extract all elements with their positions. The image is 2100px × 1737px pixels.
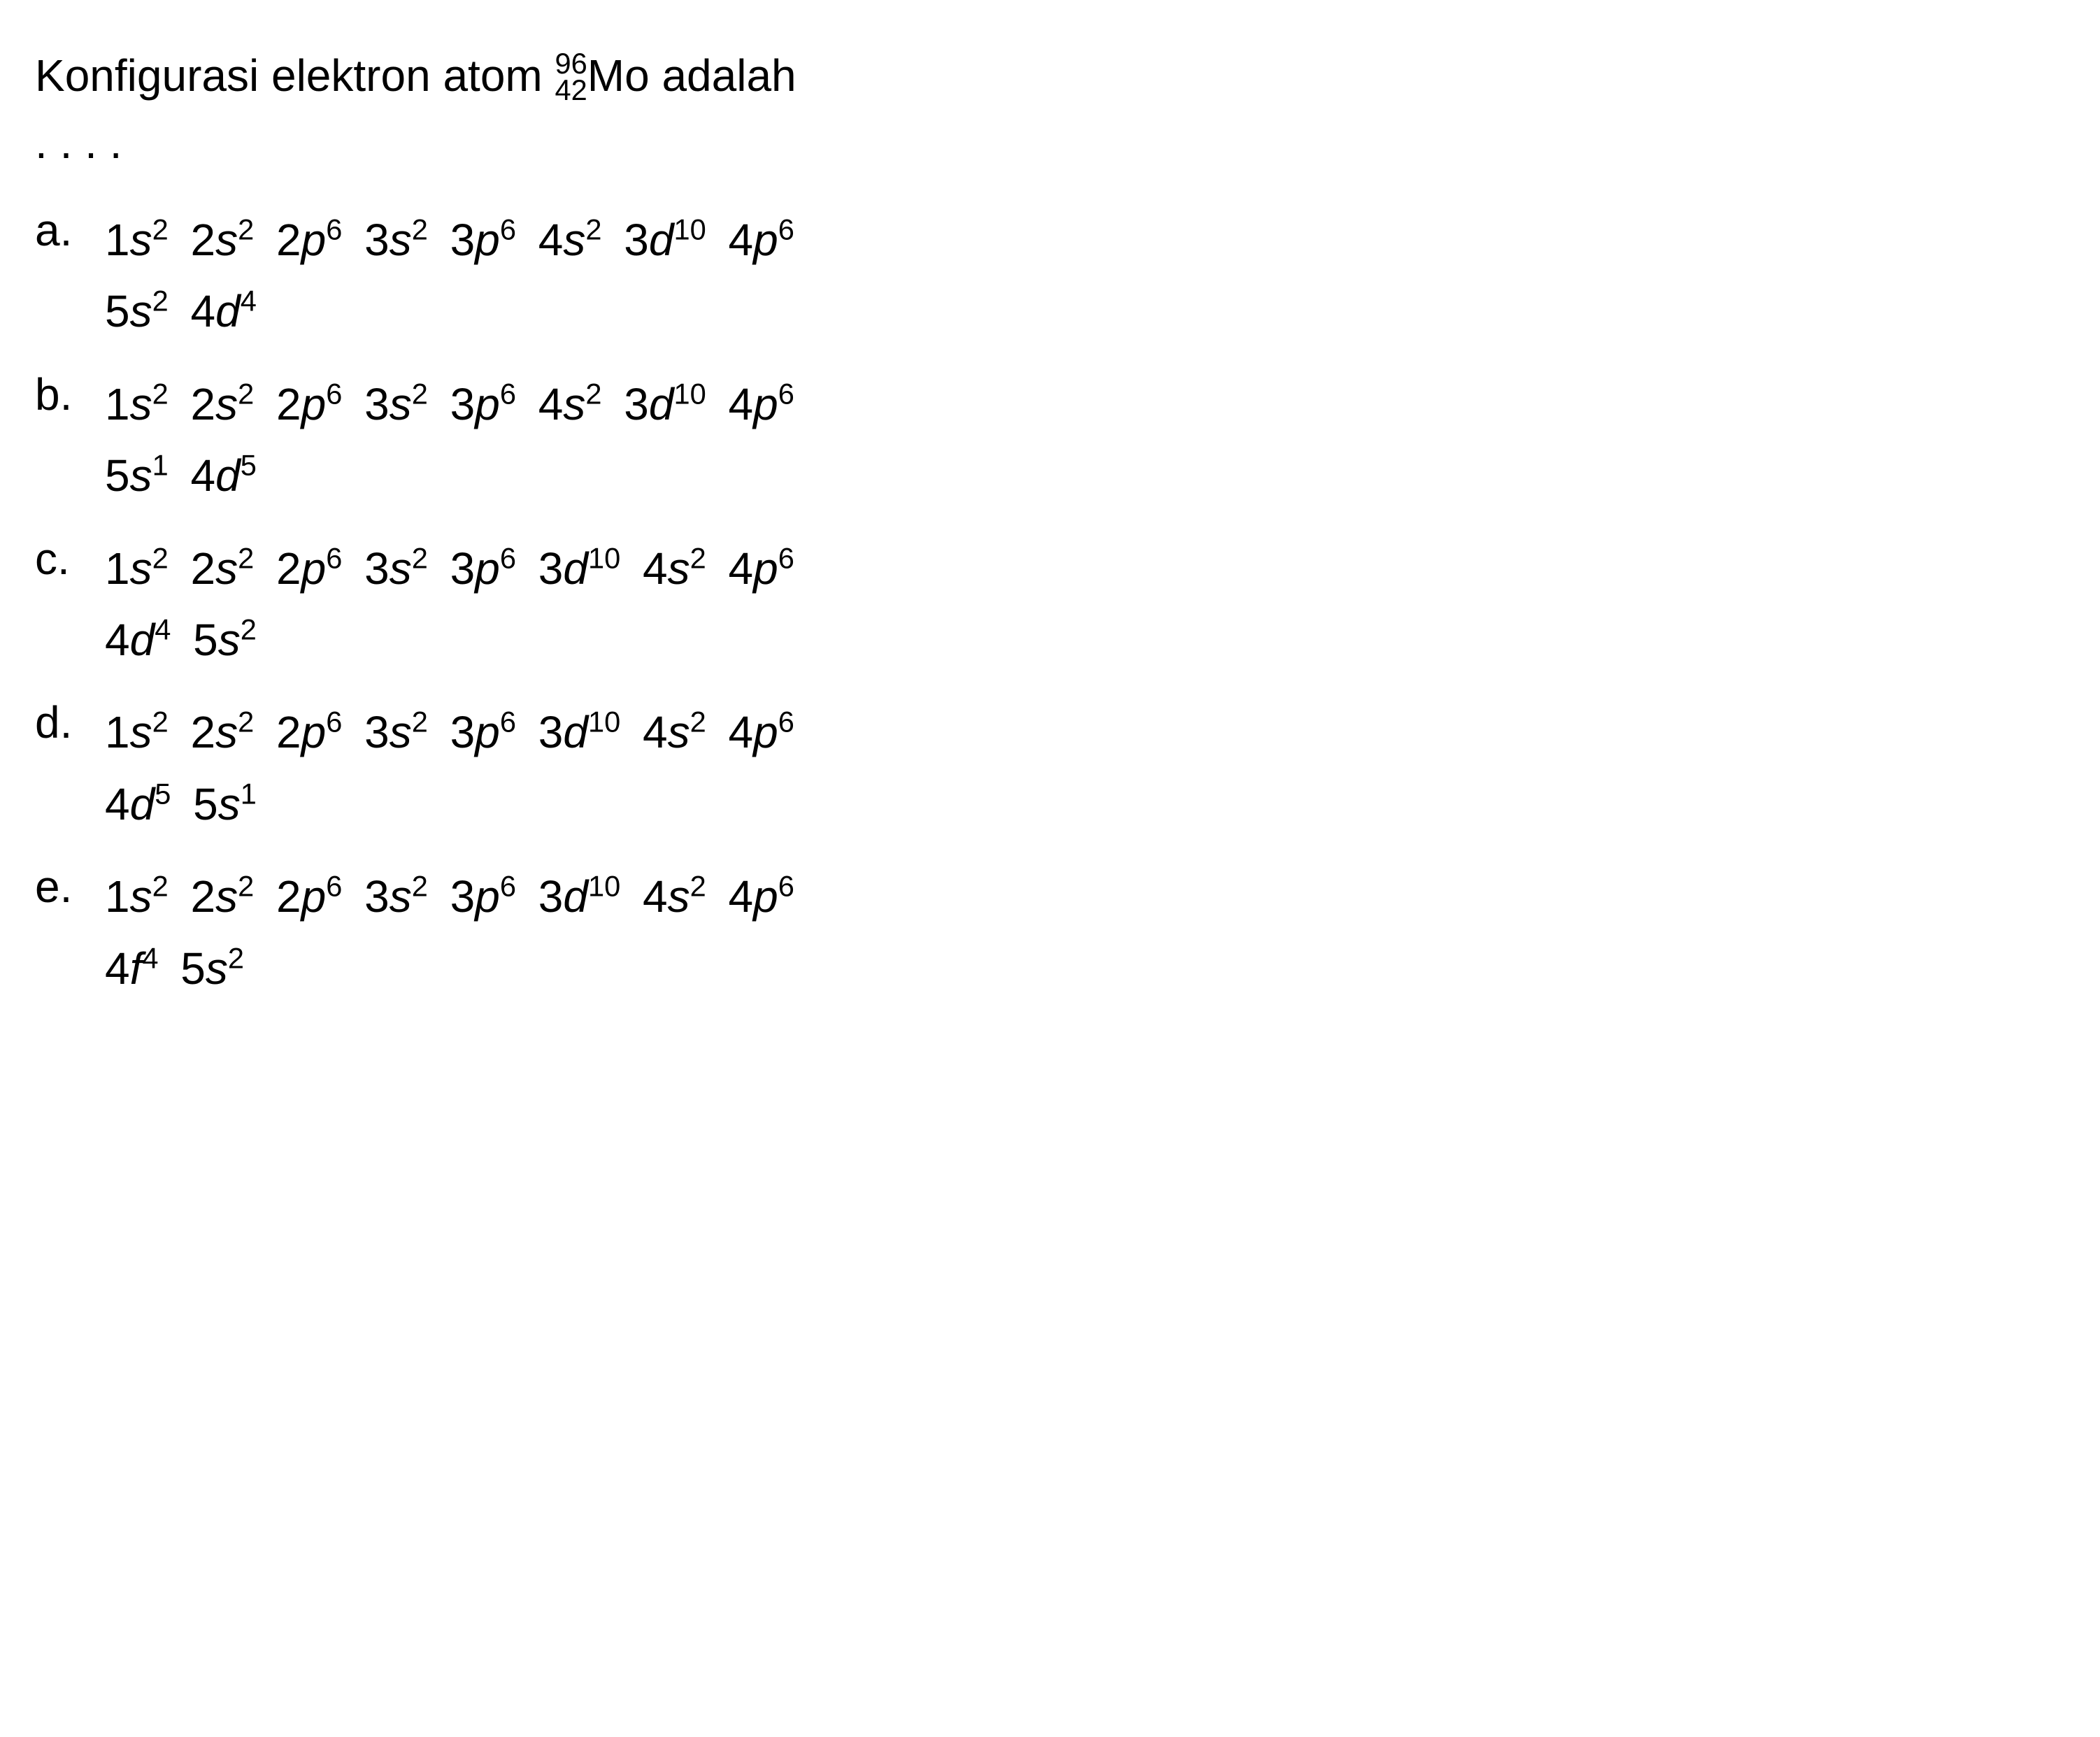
element-notation: 96 42 [555,42,587,109]
electron-configuration: 1s2 2s2 2p6 3s2 3p6 3d10 4s2 4p64d5 5s1 [105,696,794,840]
options-list: a.1s2 2s2 2p6 3s2 3p6 4s2 3d10 4p65s2 4d… [35,204,2065,1004]
electron-configuration: 1s2 2s2 2p6 3s2 3p6 3d10 4s2 4p64f4 5s2 [105,861,794,1004]
option-label: e. [35,861,105,913]
element-symbol: Mo [587,50,650,101]
option-a: a.1s2 2s2 2p6 3s2 3p6 4s2 3d10 4p65s2 4d… [35,204,2065,348]
atomic-number: 42 [555,69,587,112]
electron-configuration: 1s2 2s2 2p6 3s2 3p6 3d10 4s2 4p64d4 5s2 [105,533,794,676]
option-label: b. [35,369,105,420]
question-suffix: adalah [662,50,796,101]
option-label: c. [35,533,105,585]
electron-configuration: 1s2 2s2 2p6 3s2 3p6 4s2 3d10 4p65s1 4d5 [105,369,794,512]
option-c: c.1s2 2s2 2p6 3s2 3p6 3d10 4s2 4p64d4 5s… [35,533,2065,676]
question-text: Konfigurasi elektron atom 96 42 Mo adala… [35,42,2065,176]
option-label: a. [35,204,105,256]
option-b: b.1s2 2s2 2p6 3s2 3p6 4s2 3d10 4p65s1 4d… [35,369,2065,512]
electron-configuration: 1s2 2s2 2p6 3s2 3p6 4s2 3d10 4p65s2 4d4 [105,204,794,348]
option-e: e.1s2 2s2 2p6 3s2 3p6 3d10 4s2 4p64f4 5s… [35,861,2065,1004]
question-prefix: Konfigurasi elektron atom [35,50,555,101]
option-label: d. [35,696,105,748]
ellipsis: . . . . [35,117,122,168]
option-d: d.1s2 2s2 2p6 3s2 3p6 3d10 4s2 4p64d5 5s… [35,696,2065,840]
